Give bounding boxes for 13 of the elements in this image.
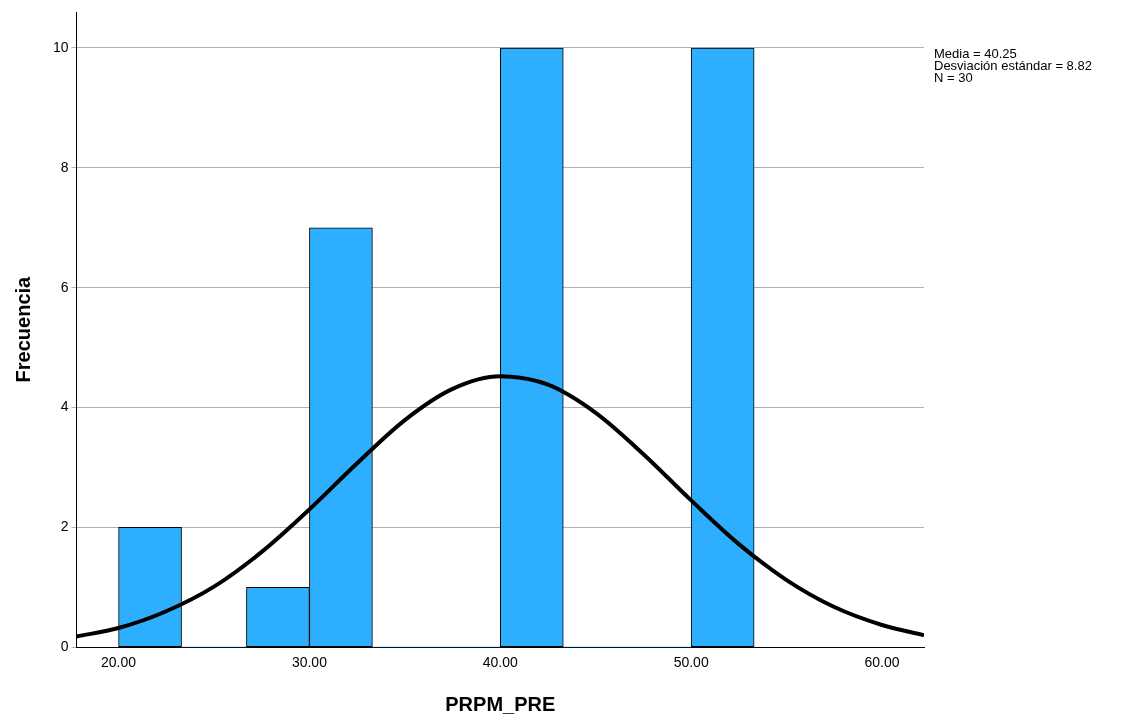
x-tick-label: 50.00 [673,654,709,671]
y-tick-label: 6 [60,278,69,295]
x-tick-label: 20.00 [101,654,137,671]
y-tick-label: 4 [60,398,69,415]
y-tick-label: 10 [52,38,69,55]
y-axis-title: Frecuencia [11,275,34,383]
x-tick-label: 30.00 [291,654,328,671]
y-tick-label: 8 [60,158,69,175]
x-tick-label: 60.00 [864,654,900,671]
x-tick-label: 40.00 [482,654,519,671]
y-tick-label: 2 [60,518,69,535]
y-tick-label: 0 [60,638,69,655]
x-axis-title: PRPM_PRE [445,692,556,715]
